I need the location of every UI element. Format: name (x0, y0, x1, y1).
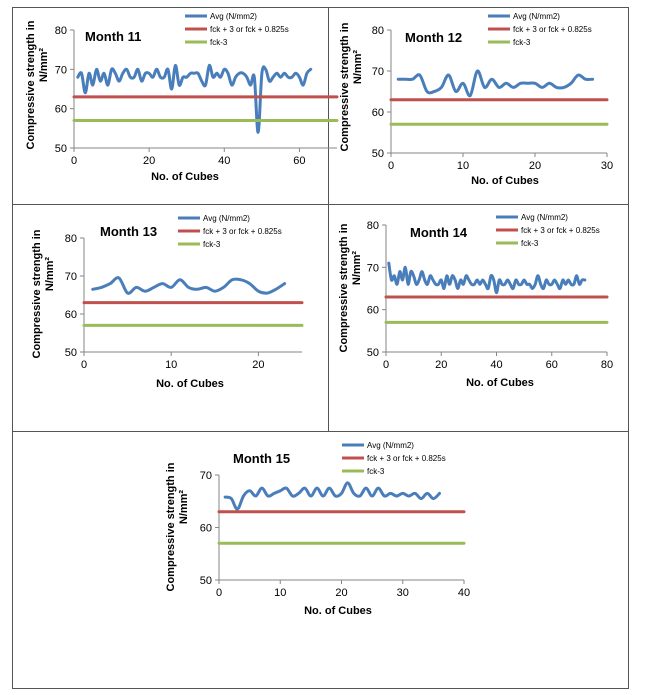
y-tick-label: 80 (367, 220, 379, 232)
x-tick-label: 20 (435, 359, 447, 371)
y-axis-unit: N/mm² (38, 48, 50, 83)
legend-label: fck + 3 or fck + 0.825s (521, 226, 600, 235)
legend-label: Avg (N/mm2) (210, 12, 257, 21)
series-line-avg (387, 261, 587, 295)
x-tick-label: 0 (81, 359, 87, 371)
chart-title: Month 12 (405, 30, 462, 45)
x-tick-label: 30 (601, 160, 613, 172)
y-tick-label: 80 (65, 233, 77, 245)
series-line-avg (396, 69, 595, 98)
legend-label: fck + 3 or fck + 0.825s (513, 25, 592, 34)
y-tick-label: 70 (55, 64, 67, 76)
chart-title: Month 14 (410, 225, 468, 240)
y-tick-label: 50 (55, 143, 67, 155)
legend-label: fck-3 (367, 467, 385, 476)
x-tick-label: 40 (490, 359, 502, 371)
x-axis-title: No. of Cubes (151, 171, 219, 183)
legend-label: Avg (N/mm2) (203, 214, 250, 223)
x-tick-label: 10 (165, 359, 177, 371)
y-axis-title: Compressive strength in (25, 20, 37, 149)
y-tick-label: 50 (372, 148, 384, 160)
y-tick-label: 50 (65, 347, 77, 359)
x-tick-label: 80 (601, 359, 613, 371)
legend-label: fck-3 (210, 38, 228, 47)
x-tick-label: 20 (143, 155, 155, 167)
y-tick-label: 50 (367, 347, 379, 359)
y-tick-label: 60 (65, 309, 77, 321)
chart-title: Month 11 (85, 29, 141, 44)
legend-label: fck-3 (203, 240, 221, 249)
y-axis-unit: N/mm² (352, 50, 364, 85)
y-tick-label: 60 (367, 305, 379, 317)
chart-title: Month 15 (233, 451, 290, 466)
y-tick-label: 70 (65, 271, 77, 283)
y-tick-label: 60 (200, 523, 212, 535)
legend-label: Avg (N/mm2) (513, 12, 560, 21)
panel-month-12 (328, 7, 629, 205)
x-tick-label: 10 (274, 587, 286, 599)
legend-label: fck-3 (521, 239, 539, 248)
y-tick-label: 70 (200, 470, 212, 482)
y-axis-unit: N/mm² (178, 490, 190, 525)
x-tick-label: 40 (218, 155, 230, 167)
x-tick-label: 0 (216, 587, 222, 599)
x-tick-label: 20 (529, 160, 541, 172)
panel-month-14 (328, 204, 629, 432)
panel-month-11 (12, 7, 329, 205)
y-tick-label: 80 (372, 25, 384, 37)
x-tick-label: 0 (383, 359, 389, 371)
x-axis-title: No. of Cubes (466, 377, 534, 389)
y-tick-label: 70 (367, 262, 379, 274)
legend-label: fck + 3 or fck + 0.825s (203, 227, 282, 236)
legend-label: Avg (N/mm2) (521, 213, 568, 222)
x-tick-label: 20 (252, 359, 264, 371)
x-tick-label: 60 (546, 359, 558, 371)
y-axis-title: Compressive strength in (31, 229, 43, 358)
x-axis-title: No. of Cubes (156, 378, 224, 390)
x-tick-label: 60 (293, 155, 305, 167)
chart-title: Month 13 (100, 224, 157, 239)
x-tick-label: 0 (388, 160, 394, 172)
series-line-avg (91, 276, 287, 295)
y-axis-title: Compressive strength in (165, 462, 177, 591)
x-tick-label: 10 (457, 160, 469, 172)
x-tick-label: 20 (335, 587, 347, 599)
y-axis-title: Compressive strength in (339, 22, 351, 151)
x-tick-label: 30 (397, 587, 409, 599)
series-line-avg (223, 481, 441, 511)
legend-label: fck + 3 or fck + 0.825s (367, 454, 446, 463)
y-tick-label: 60 (55, 104, 67, 116)
legend-label: fck-3 (513, 38, 531, 47)
series-line-avg (76, 63, 313, 134)
x-tick-label: 40 (458, 587, 470, 599)
x-tick-label: 0 (71, 155, 77, 167)
x-axis-title: No. of Cubes (304, 605, 372, 617)
panel-month-15 (12, 431, 629, 689)
y-axis-title: Compressive strength in (338, 223, 350, 352)
y-tick-label: 80 (55, 25, 67, 37)
y-axis-unit: N/mm² (44, 257, 56, 292)
legend-label: fck + 3 or fck + 0.825s (210, 25, 289, 34)
y-tick-label: 50 (200, 575, 212, 587)
y-axis-unit: N/mm² (351, 251, 363, 286)
legend-label: Avg (N/mm2) (367, 441, 414, 450)
y-tick-label: 70 (372, 66, 384, 78)
x-axis-title: No. of Cubes (471, 175, 539, 187)
y-tick-label: 60 (372, 107, 384, 119)
